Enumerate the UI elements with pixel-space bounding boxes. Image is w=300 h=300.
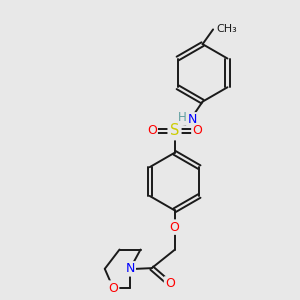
Text: N: N	[125, 262, 135, 275]
Text: N: N	[188, 113, 197, 126]
Text: CH₃: CH₃	[216, 24, 237, 34]
Text: O: O	[108, 282, 118, 295]
Text: O: O	[147, 124, 157, 137]
Text: S: S	[170, 123, 179, 138]
Text: O: O	[192, 124, 202, 137]
Text: O: O	[169, 220, 179, 234]
Text: O: O	[165, 278, 175, 290]
Text: H: H	[178, 111, 187, 124]
